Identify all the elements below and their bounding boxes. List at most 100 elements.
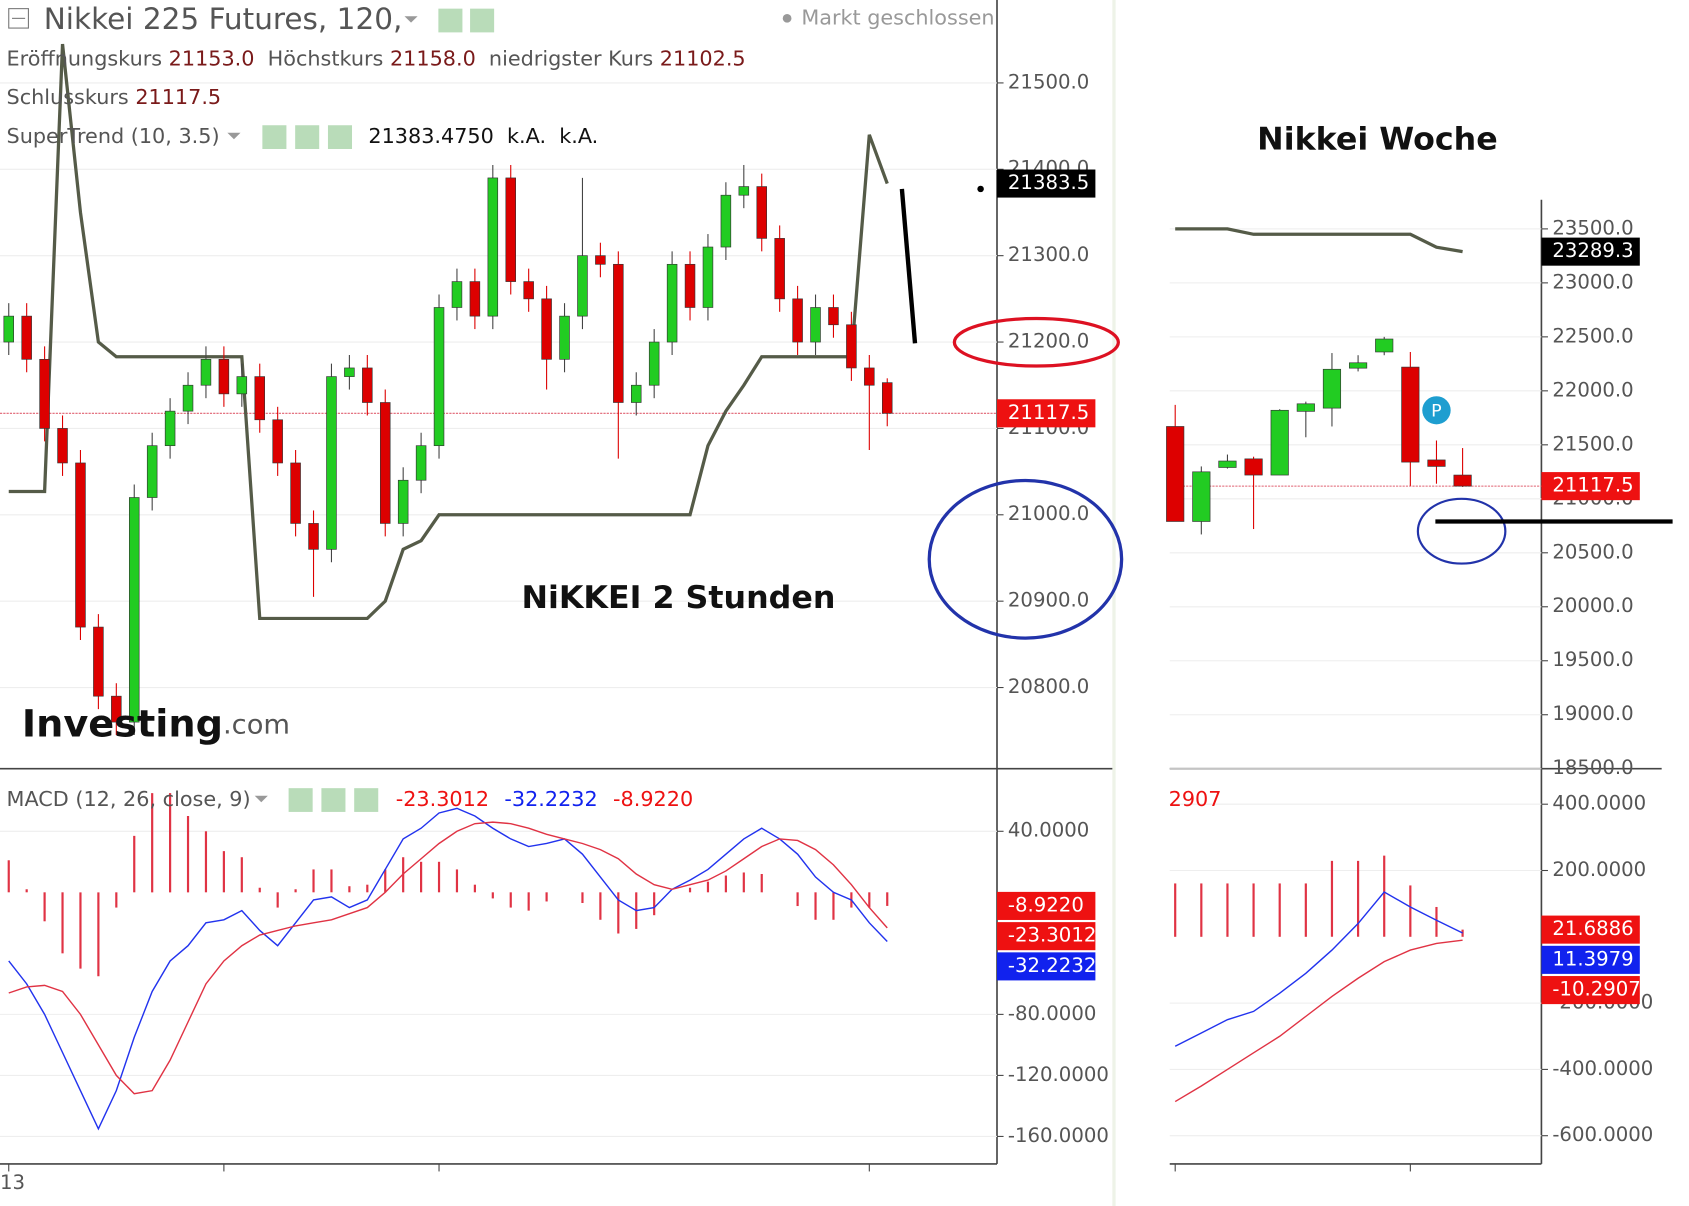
candle-body	[218, 358, 230, 395]
candle-body	[684, 263, 696, 308]
price-tag	[997, 952, 1096, 981]
collapse-icon[interactable]	[8, 8, 29, 29]
y-tick-label: 23500.0	[1552, 216, 1633, 239]
ohlc-legend: Schlusskurs 21117.5	[7, 85, 222, 109]
blue-circle	[1416, 497, 1507, 565]
candle-body	[146, 445, 158, 498]
macd-line	[8, 807, 888, 1131]
macd-line	[1174, 939, 1463, 1103]
y-tick-label: 20500.0	[1552, 540, 1633, 563]
price-tag-label: 21117.5	[1008, 401, 1089, 424]
macd-line	[8, 821, 888, 1095]
chart-title: Nikkei 225 Futures, 120,	[44, 2, 403, 36]
price-tag-label: -8.9220	[1008, 894, 1084, 917]
close-icon[interactable]	[354, 788, 379, 812]
price-tag	[997, 922, 1096, 951]
candle-body	[326, 376, 337, 550]
legend-label: Höchstkurs	[268, 46, 384, 70]
annotation: NiKKEI 2 Stunden	[521, 580, 835, 616]
settings-icon[interactable]	[321, 788, 346, 812]
candle-body	[451, 281, 463, 308]
candle-body	[469, 281, 481, 317]
candle-body	[613, 263, 624, 403]
candle-body	[1218, 460, 1237, 468]
readout: k.A.	[507, 124, 546, 148]
y-tick-label: 18500.0	[1552, 756, 1633, 779]
supertrend-line	[8, 43, 889, 621]
y-tick-label: -600.0000	[1552, 1123, 1653, 1146]
candle-body	[57, 428, 68, 464]
price-tag-label: -32.2232	[1008, 954, 1096, 977]
drawn-line	[899, 188, 918, 344]
blue-circle	[927, 478, 1124, 640]
x-tick-label: 13	[0, 1171, 25, 1194]
candle-body	[362, 367, 373, 403]
y-tick-label: 22000.0	[1552, 378, 1633, 401]
candle-body	[648, 341, 660, 386]
y-tick-label: 21200.0	[1008, 330, 1089, 353]
settings-icon[interactable]	[295, 125, 320, 149]
y-tick-label: 19500.0	[1552, 648, 1633, 671]
dropdown-icon[interactable]	[227, 132, 241, 140]
price-tag	[1541, 237, 1640, 266]
ohlc-legend: Eröffnungskurs 21153.0 Höchstkurs 21158.…	[7, 46, 746, 70]
candle-body	[182, 384, 194, 412]
y-tick-label: 22500.0	[1552, 324, 1633, 347]
candle-body	[344, 367, 355, 377]
candle-body	[774, 238, 785, 300]
price-tag	[1541, 472, 1640, 501]
y-tick-label: 200.0000	[1552, 858, 1646, 881]
eye-icon[interactable]	[262, 125, 287, 149]
candle-body	[1453, 474, 1472, 487]
candle-body	[541, 298, 552, 360]
price-tag-label: 21117.5	[1552, 474, 1633, 497]
candle-body	[828, 307, 839, 326]
candle-body	[236, 376, 248, 395]
candle-body	[559, 315, 570, 360]
candle-body	[756, 186, 767, 239]
indicator-label: SuperTrend (10, 3.5)	[7, 124, 220, 148]
candle-body	[846, 324, 857, 369]
price-tag	[1541, 976, 1640, 1005]
dropdown-icon[interactable]	[404, 16, 418, 23]
macd-label: MACD (12, 26, close, 9)	[7, 787, 251, 811]
marker-label: P	[1431, 401, 1442, 421]
y-tick-label: 20800.0	[1008, 675, 1089, 698]
legend-label: Eröffnungskurs	[7, 46, 163, 70]
readout: -32.2232	[504, 787, 597, 811]
price-tag	[997, 399, 1096, 428]
red-circle	[952, 316, 1120, 368]
eye-icon[interactable]	[438, 8, 463, 33]
macd-readouts: -23.3012 -32.2232 -8.9220	[396, 787, 693, 811]
candle-body	[720, 194, 732, 248]
candle-body	[577, 255, 588, 317]
eye-icon[interactable]	[288, 788, 313, 812]
candle-body	[1349, 362, 1368, 369]
y-tick-label: 40.0000	[1008, 819, 1089, 842]
price-tag	[1541, 915, 1640, 944]
legend-value: 21102.5	[660, 46, 746, 70]
legend-value: 21153.0	[169, 46, 255, 70]
candle-body	[379, 402, 391, 524]
settings-icon[interactable]	[470, 8, 495, 33]
candle-body	[666, 263, 678, 343]
price-tag-label: 11.3979	[1552, 947, 1633, 970]
candle-body	[308, 523, 319, 550]
candle-body	[630, 384, 642, 403]
y-tick-label: 21300.0	[1008, 243, 1089, 266]
close-icon[interactable]	[327, 125, 353, 149]
candle-body	[1244, 458, 1263, 476]
y-tick-label: 19000.0	[1552, 702, 1633, 725]
candle-body	[3, 315, 14, 343]
dropdown-icon[interactable]	[254, 795, 268, 803]
candle-body	[810, 307, 821, 343]
watermark-brand: Investing	[22, 701, 223, 745]
candle-body	[272, 419, 283, 464]
readout: k.A.	[559, 124, 598, 148]
candle-body	[290, 462, 301, 524]
candle-body	[93, 626, 104, 697]
watermark: Investing.com	[22, 701, 290, 745]
y-tick-label: 20000.0	[1552, 594, 1633, 617]
